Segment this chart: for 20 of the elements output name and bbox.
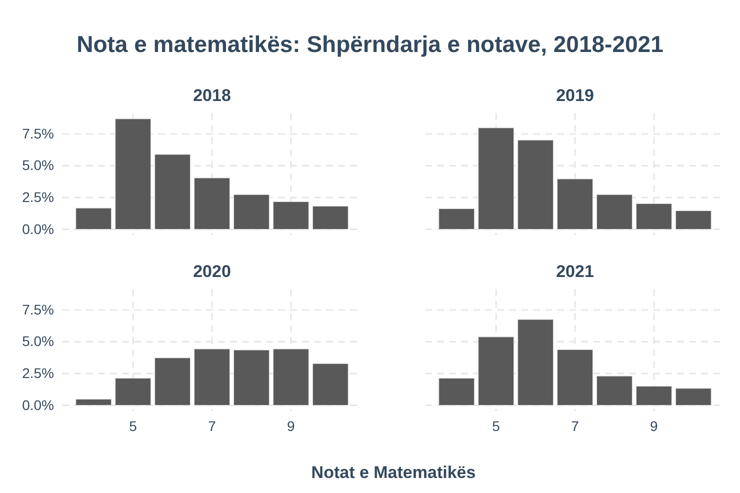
x-axis-title: Notat e Matematikës bbox=[311, 463, 476, 482]
y-tick-label: 0.0% bbox=[22, 220, 54, 237]
x-tick-label: 9 bbox=[287, 418, 296, 434]
x-tick-label: 5 bbox=[492, 418, 500, 434]
x-tick-label: 7 bbox=[571, 418, 580, 434]
x-tick-label: 9 bbox=[650, 418, 658, 434]
x-tick-label: 7 bbox=[208, 418, 216, 434]
text: Nota e matematikës: Shpërndarja e notave, 2018-2021 bbox=[76, 31, 664, 57]
x-tick-label: 5 bbox=[129, 418, 138, 434]
chart-title: 2021 bbox=[556, 262, 594, 281]
chart-title: 2020 bbox=[193, 262, 231, 281]
chart-title: 2019 bbox=[556, 86, 594, 105]
y-tick-label: 7.5% bbox=[22, 301, 54, 318]
y-tick-label: 7.5% bbox=[22, 125, 54, 142]
y-tick-label: 2.5% bbox=[22, 364, 54, 381]
y-tick-label: 5.0% bbox=[22, 333, 54, 350]
y-tick-label: 0.0% bbox=[22, 396, 54, 413]
y-tick-label: 2.5% bbox=[22, 188, 54, 205]
y-tick-label: 5.0% bbox=[22, 157, 54, 174]
chart-title: 2018 bbox=[193, 86, 231, 105]
